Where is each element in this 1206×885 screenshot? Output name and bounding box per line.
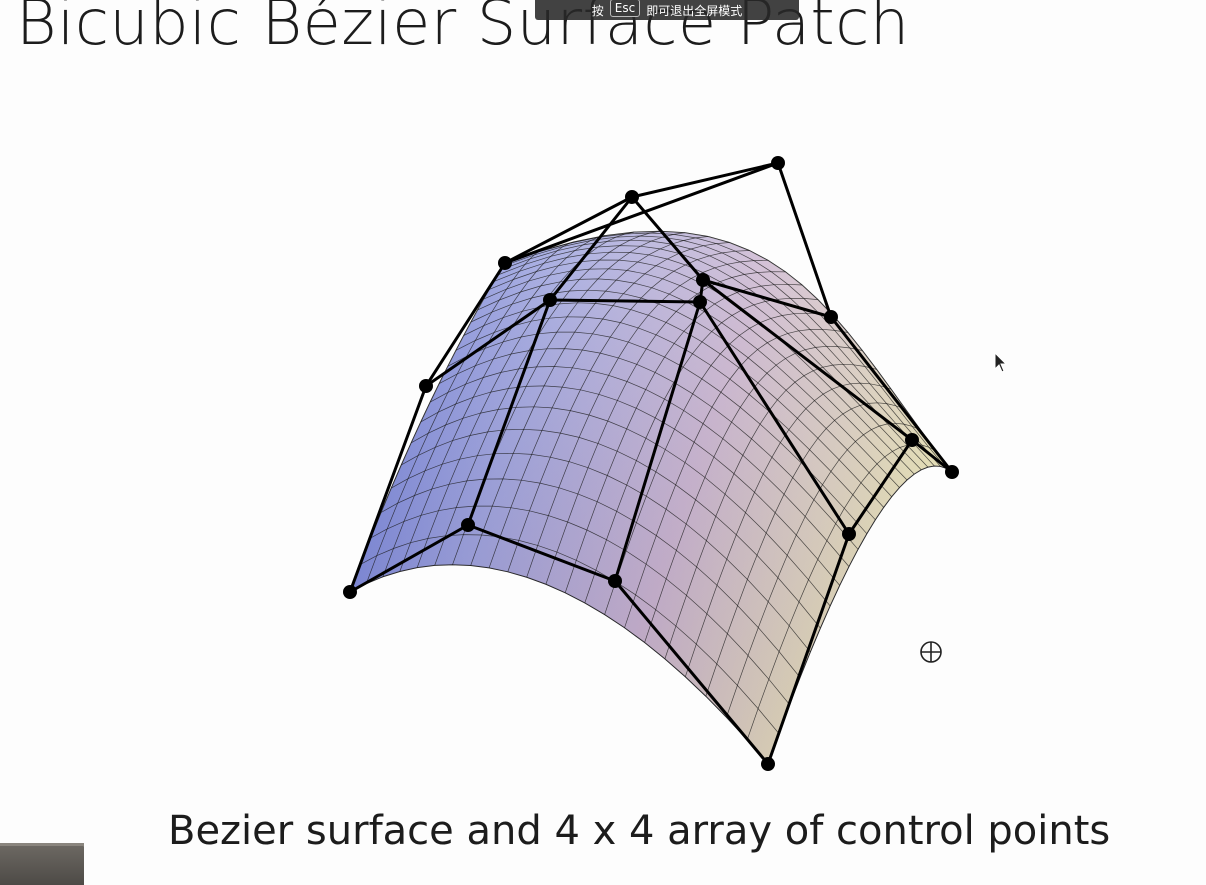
control-point (842, 527, 856, 541)
slide-caption: Bezier surface and 4 x 4 array of contro… (168, 808, 1110, 854)
bezier-surface (350, 231, 952, 764)
control-point (608, 574, 622, 588)
control-point (696, 273, 710, 287)
control-point (945, 465, 959, 479)
control-point (543, 293, 557, 307)
control-point (461, 518, 475, 532)
control-point (771, 156, 785, 170)
arrow-cursor-icon (994, 352, 1008, 378)
control-point (419, 379, 433, 393)
fullscreen-exit-hint: 按 Esc 即可退出全屏模式 (535, 0, 799, 20)
control-point (498, 256, 512, 270)
control-edge (550, 300, 700, 302)
webcam-thumbnail[interactable] (0, 843, 84, 885)
control-point (625, 190, 639, 204)
control-edge (632, 163, 778, 197)
control-point (693, 295, 707, 309)
control-point (761, 757, 775, 771)
control-point (343, 585, 357, 599)
hint-prefix: 按 (592, 2, 604, 19)
esc-key-badge[interactable]: Esc (610, 0, 640, 17)
control-point (824, 310, 838, 324)
crosshair-cursor-icon (918, 639, 944, 669)
surface-shade (350, 231, 952, 764)
control-point (905, 433, 919, 447)
hint-suffix: 即可退出全屏模式 (646, 2, 742, 19)
